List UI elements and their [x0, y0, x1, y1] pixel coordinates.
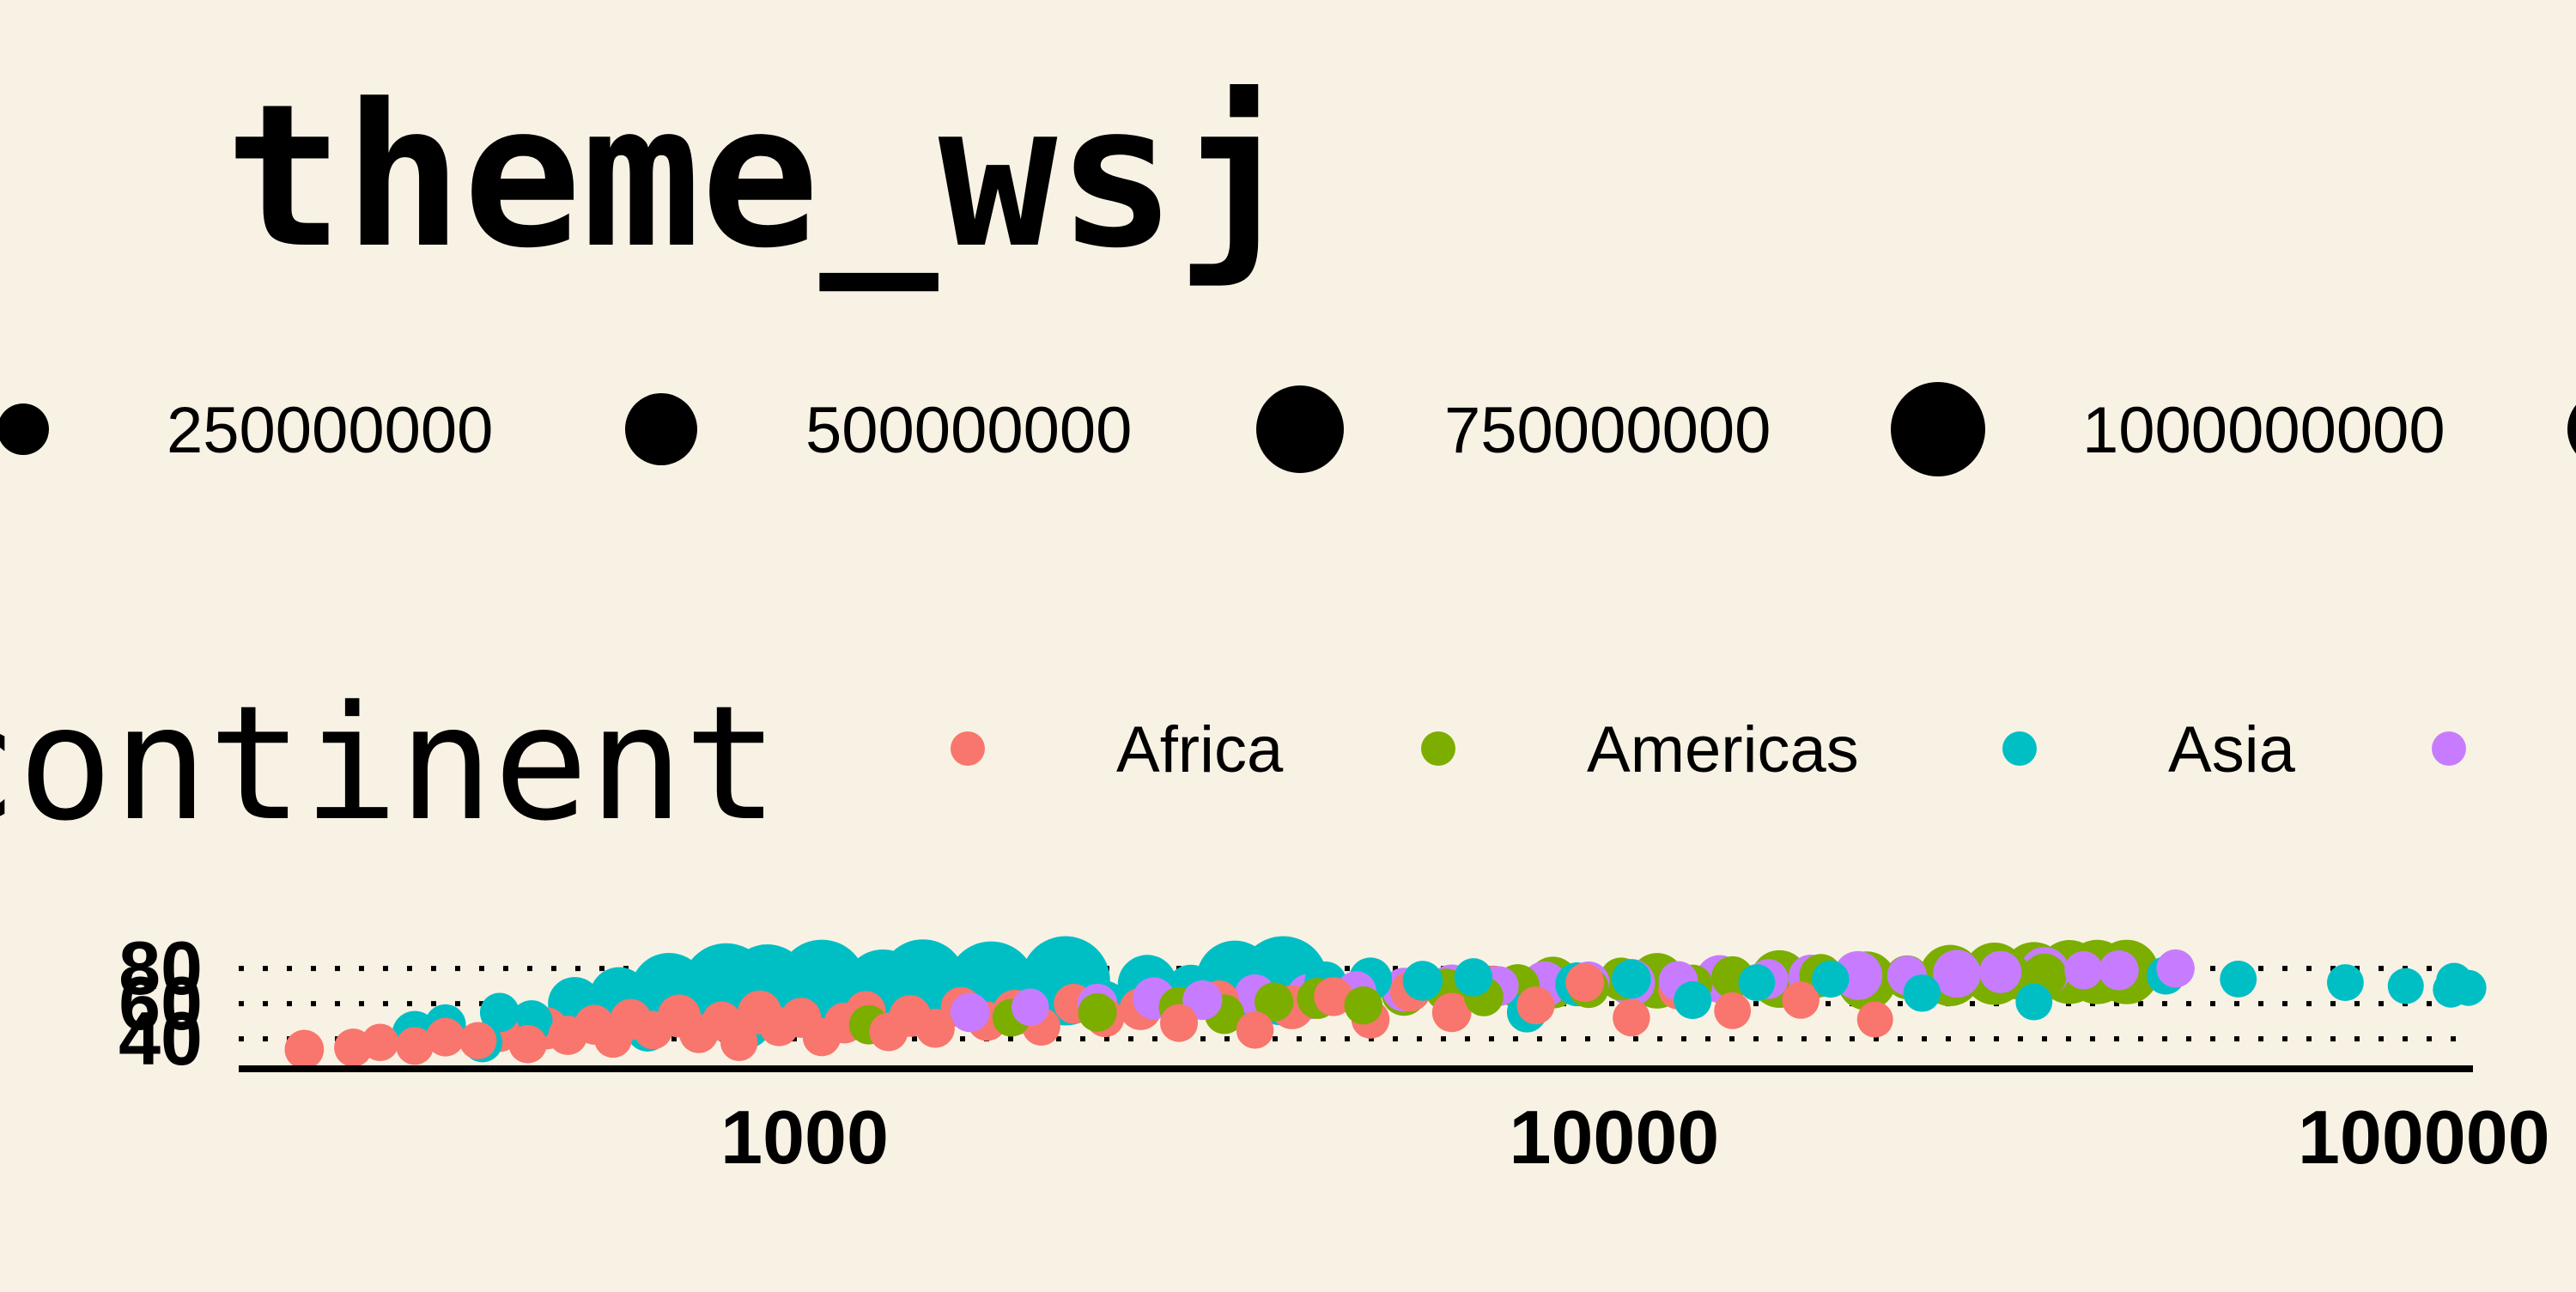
data-point-africa — [1159, 1004, 1199, 1042]
data-point-asia — [2436, 962, 2473, 999]
data-point-africa — [508, 1025, 547, 1064]
data-point-africa — [1516, 986, 1555, 1025]
x-tick-label: 1000 — [720, 1095, 889, 1180]
data-point-africa — [802, 1017, 841, 1057]
color-legend-label-africa: Africa — [1116, 713, 1284, 786]
chart-title: theme_wsj — [225, 63, 1295, 292]
data-point-europe — [1933, 949, 1981, 998]
x-tick-label: 100000 — [2298, 1095, 2550, 1180]
data-point-americas — [1255, 982, 1294, 1022]
data-point-europe — [1979, 950, 2022, 993]
data-point-africa — [426, 1017, 465, 1057]
data-point-africa — [593, 1020, 633, 1058]
color-legend-key-asia — [2002, 731, 2037, 766]
data-point-asia — [2326, 964, 2364, 1001]
data-point-americas — [1344, 986, 1383, 1025]
data-point-africa — [1782, 981, 1820, 1019]
size-legend-key — [1256, 385, 1344, 473]
y-tick-label: 60 — [118, 961, 203, 1046]
data-point-africa — [679, 1014, 719, 1053]
color-legend-key-americas — [1421, 731, 1455, 766]
data-point-asia — [1674, 981, 1712, 1020]
y-tick-label: 80 — [118, 925, 203, 1010]
data-point-europe — [2156, 949, 2195, 988]
color-legend-key-europe — [2432, 731, 2466, 766]
data-point-africa — [1565, 963, 1605, 1003]
data-point-americas — [1078, 992, 1117, 1032]
color-legend-title: continent — [0, 672, 779, 856]
color-legend-label-americas: Americas — [1587, 713, 1859, 786]
data-point-asia — [479, 992, 519, 1033]
y-tick-label: 40 — [118, 996, 203, 1081]
data-point-africa — [361, 1023, 399, 1062]
size-legend-key — [0, 403, 49, 455]
size-legend-key — [1891, 382, 1985, 476]
data-point-africa — [1314, 977, 1353, 1016]
data-point-asia — [2387, 967, 2424, 1004]
size-legend-label: 1000000000 — [2082, 394, 2445, 467]
data-point-africa — [396, 1027, 434, 1065]
data-point-asia — [1454, 958, 1493, 997]
size-legend-key-partial — [2567, 404, 2576, 454]
data-point-africa — [759, 1006, 799, 1046]
data-point-europe — [1012, 988, 1049, 1027]
data-point-europe — [2064, 950, 2103, 990]
color-legend-label-asia: Asia — [2168, 713, 2296, 786]
data-point-africa — [1856, 1001, 1893, 1038]
data-point-europe — [2099, 950, 2139, 991]
data-point-asia — [2220, 961, 2257, 998]
data-point-africa — [915, 1009, 955, 1048]
x-tick-label: 10000 — [1510, 1095, 1720, 1180]
size-legend: 250000000 500000000 750000000 1000000000 — [0, 382, 2576, 476]
data-point-asia — [1738, 964, 1776, 1001]
data-point-africa — [459, 1022, 497, 1059]
data-point-asia — [1612, 959, 1651, 999]
data-point-asia — [1812, 960, 1850, 998]
size-legend-label: 750000000 — [1444, 394, 1771, 467]
data-point-africa — [548, 1016, 588, 1055]
data-point-asia — [1402, 961, 1443, 1001]
color-legend: continent Africa Americas Asia — [0, 672, 2466, 856]
size-legend-key — [625, 393, 697, 465]
data-point-africa — [284, 1029, 325, 1070]
data-point-europe — [950, 992, 990, 1033]
data-point-asia — [2015, 983, 2053, 1021]
data-point-africa — [1714, 992, 1752, 1029]
data-point-asia — [1903, 974, 1941, 1012]
size-legend-label: 500000000 — [805, 394, 1132, 467]
data-point-africa — [1236, 1011, 1274, 1049]
data-point-africa — [1431, 992, 1472, 1033]
size-legend-label: 250000000 — [167, 394, 493, 467]
color-legend-key-africa — [951, 731, 985, 766]
data-point-africa — [720, 1023, 758, 1062]
data-point-africa — [634, 1010, 673, 1050]
data-point-africa — [1613, 998, 1650, 1037]
data-point-africa — [869, 1012, 908, 1052]
